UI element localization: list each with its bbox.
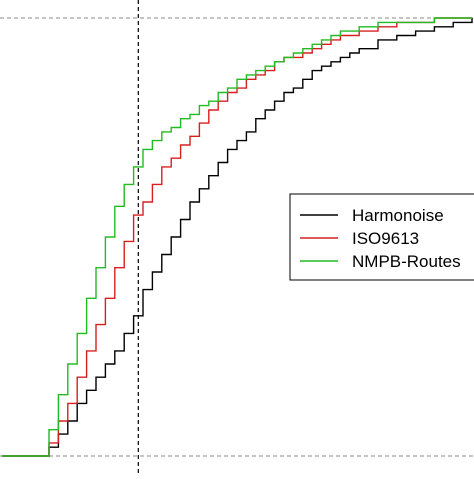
legend-label: ISO9613 xyxy=(352,229,419,248)
legend-box xyxy=(289,193,474,281)
legend: Harmonoise ISO9613 NMPB-Routes xyxy=(289,193,474,281)
legend-label: NMPB-Routes xyxy=(352,252,461,271)
series-line-harmonoise xyxy=(2,18,473,457)
series-line-iso9613 xyxy=(2,17,472,457)
series-layer xyxy=(2,17,473,457)
legend-label: Harmonoise xyxy=(352,206,444,225)
series-line-nmpb-routes xyxy=(2,17,472,457)
